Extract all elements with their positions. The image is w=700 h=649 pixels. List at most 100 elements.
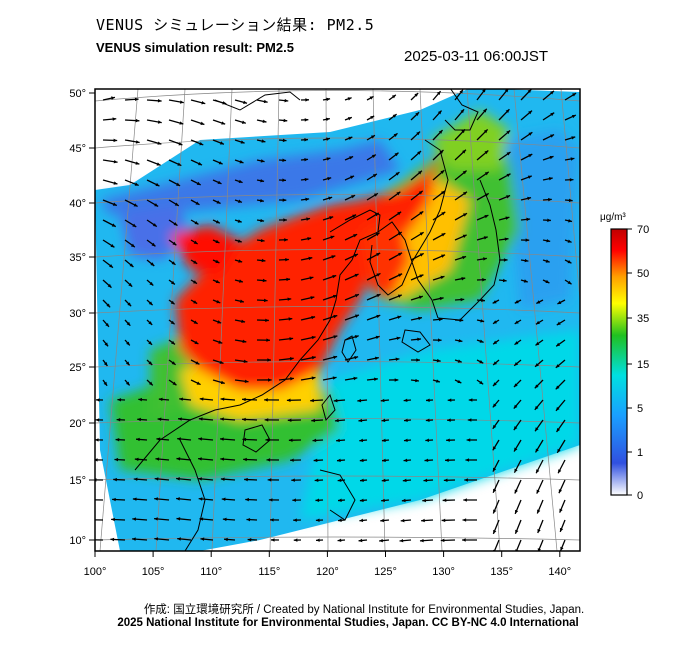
wind-arrowhead	[172, 381, 177, 386]
wind-arrowhead	[170, 280, 175, 285]
wind-arrowhead	[571, 114, 576, 119]
wind-arrowhead	[333, 335, 338, 339]
wind-arrowhead	[416, 131, 421, 136]
wind-arrowhead	[282, 198, 287, 202]
wind-arrowhead	[193, 300, 198, 304]
wind-arrowhead	[372, 173, 377, 178]
wind-arrowhead	[370, 115, 375, 120]
wind-arrowhead	[350, 175, 355, 179]
wind-arrowhead	[171, 361, 176, 365]
wind-arrowhead	[176, 182, 181, 186]
wind-arrowhead	[269, 518, 274, 522]
wind-arrowhead	[199, 141, 204, 146]
wind-arrowhead	[398, 273, 403, 277]
wind-arrowhead	[536, 489, 540, 494]
wind-arrowhead	[242, 437, 247, 442]
wind-arrowhead	[103, 381, 108, 386]
wind-arrowhead	[218, 340, 223, 344]
wind-arrowhead	[506, 152, 511, 156]
wind-arrowhead	[137, 417, 141, 422]
wind-arrowhead	[326, 97, 331, 102]
wind-arrowhead	[347, 97, 352, 101]
wind-arrowhead	[171, 340, 175, 345]
wind-arrowhead	[110, 243, 115, 248]
wind-arrowhead	[310, 296, 315, 300]
wind-arrowhead	[347, 117, 352, 121]
wind-arrowhead	[242, 417, 246, 422]
wind-arrowhead	[422, 498, 426, 503]
wind-arrowhead	[337, 518, 342, 523]
wind-arrowhead	[125, 381, 130, 386]
wind-arrowhead	[265, 438, 270, 442]
wind-arrowhead	[179, 121, 184, 125]
wind-arrowhead	[170, 300, 175, 305]
wind-arrowhead	[293, 538, 298, 542]
wind-arrowhead	[174, 202, 179, 206]
wind-arrowhead	[154, 203, 159, 207]
wind-arrowhead	[357, 398, 362, 403]
wind-arrowhead	[195, 361, 200, 365]
wind-arrowhead	[556, 428, 561, 432]
lon-tick-label: 135°	[490, 566, 513, 578]
wind-arrowhead	[354, 273, 359, 278]
wind-arrowhead	[149, 281, 154, 286]
wind-arrowhead	[332, 376, 337, 380]
wind-arrowhead	[482, 278, 486, 282]
wind-arrowhead	[282, 178, 287, 182]
wind-arrowhead	[95, 418, 100, 422]
wind-arrowhead	[239, 160, 244, 164]
wind-arrowhead	[194, 221, 199, 225]
lon-tick-label: 110°	[200, 566, 222, 578]
wind-arrowhead	[493, 340, 498, 345]
lon-tick-label: 120°	[316, 566, 339, 578]
wind-arrowhead	[215, 239, 220, 244]
wind-arrowhead	[337, 478, 342, 483]
wind-arrowhead	[535, 363, 539, 367]
wind-arrowhead	[177, 162, 182, 166]
wind-arrowhead	[311, 376, 316, 380]
wind-arrowhead	[292, 498, 296, 502]
wind-arrowhead	[376, 273, 381, 277]
wind-arrowhead	[198, 437, 203, 441]
lat-tick-label: 40°	[69, 198, 86, 210]
wind-arrowhead	[157, 417, 162, 421]
wind-arrowhead	[373, 193, 378, 197]
wind-arrowhead	[374, 212, 379, 217]
wind-arrowhead	[441, 233, 446, 237]
wind-arrowhead	[286, 277, 291, 282]
wind-arrowhead	[134, 182, 139, 186]
wind-arrowhead	[399, 538, 404, 543]
wind-arrowhead	[105, 322, 109, 327]
wind-arrowhead	[534, 405, 539, 410]
wind-arrowhead	[354, 355, 359, 360]
wind-arrowhead	[170, 320, 175, 325]
wind-arrowhead	[493, 361, 497, 365]
title-english: VENUS simulation result: PM2.5	[96, 40, 294, 55]
wind-arrowhead	[246, 517, 251, 522]
wind-arrowhead	[333, 355, 338, 360]
wind-arrowhead	[177, 437, 181, 441]
colorbar-tick-label: 70	[637, 224, 649, 236]
wind-arrowhead	[114, 457, 119, 462]
wind-arrowhead	[332, 274, 337, 279]
wind-arrowhead	[557, 448, 561, 453]
wind-arrowhead	[112, 202, 117, 206]
credit-line: 作成: 国立環境研究所 / Created by National Instit…	[143, 604, 585, 616]
wind-arrowhead	[459, 318, 464, 322]
wind-arrowhead	[136, 437, 140, 442]
colorbar: μg/m³ 70 50 35 15 5 1 0	[600, 212, 649, 502]
wind-arrowhead	[288, 438, 293, 442]
wind-arrowhead	[195, 201, 200, 205]
wind-arrowhead	[493, 320, 497, 324]
wind-arrowhead	[328, 196, 333, 200]
wind-arrowhead	[135, 140, 140, 144]
wind-arrowhead	[441, 254, 446, 258]
wind-arrowhead	[396, 336, 401, 341]
wind-arrowhead	[261, 139, 266, 143]
wind-arrowhead	[571, 136, 576, 140]
wind-arrowhead	[447, 398, 452, 402]
wind-arrowhead	[154, 517, 158, 521]
wind-arrowhead	[484, 214, 489, 219]
wind-arrowhead	[379, 538, 383, 543]
lat-tick-label: 30°	[69, 308, 86, 320]
